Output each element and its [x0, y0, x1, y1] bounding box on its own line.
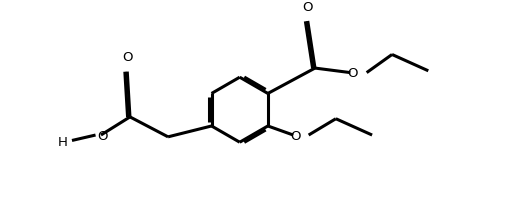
Text: O: O — [122, 51, 133, 64]
Text: O: O — [98, 129, 108, 142]
Text: H: H — [58, 135, 68, 148]
Text: O: O — [290, 129, 300, 142]
Text: O: O — [347, 67, 358, 80]
Text: O: O — [303, 1, 313, 14]
